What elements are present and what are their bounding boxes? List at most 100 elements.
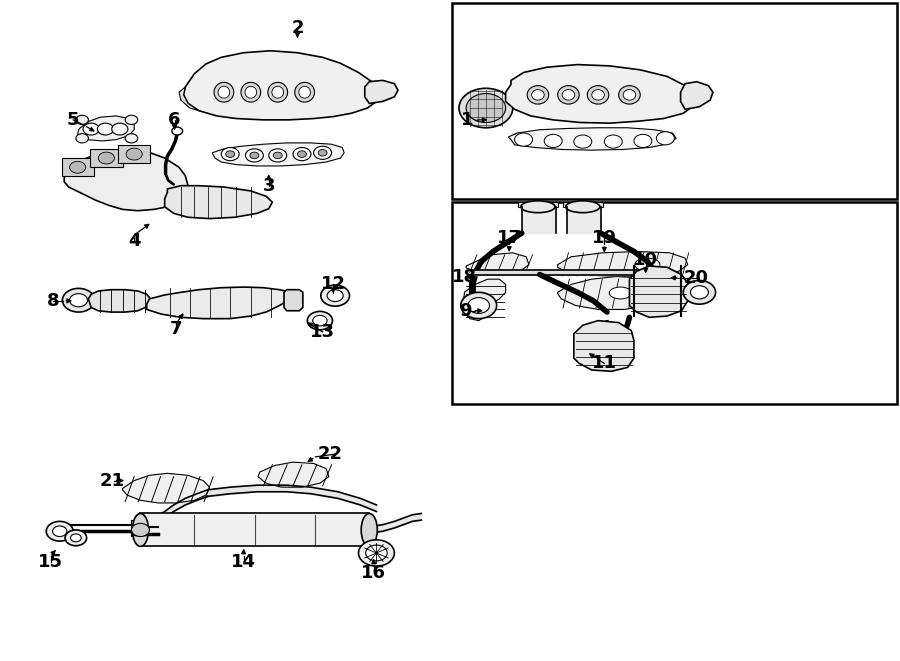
Circle shape <box>97 123 113 135</box>
Circle shape <box>125 134 138 143</box>
Polygon shape <box>61 158 94 176</box>
Polygon shape <box>364 81 398 103</box>
Text: 7: 7 <box>170 320 183 338</box>
Ellipse shape <box>592 90 604 100</box>
Ellipse shape <box>241 83 261 102</box>
Circle shape <box>70 534 81 542</box>
Polygon shape <box>284 290 303 311</box>
Circle shape <box>320 285 349 306</box>
Text: 8: 8 <box>47 292 59 310</box>
Polygon shape <box>506 65 694 123</box>
Circle shape <box>131 524 149 537</box>
Circle shape <box>274 152 283 159</box>
Polygon shape <box>258 462 328 487</box>
Ellipse shape <box>521 201 555 213</box>
Polygon shape <box>558 276 667 309</box>
Circle shape <box>298 151 306 157</box>
Circle shape <box>46 522 73 541</box>
Ellipse shape <box>558 86 580 104</box>
Ellipse shape <box>132 514 148 547</box>
Ellipse shape <box>268 83 288 102</box>
Circle shape <box>62 288 94 312</box>
Circle shape <box>221 147 239 161</box>
Circle shape <box>269 149 287 162</box>
Ellipse shape <box>623 90 635 100</box>
Ellipse shape <box>562 90 575 100</box>
Text: 1: 1 <box>461 111 473 129</box>
Text: 6: 6 <box>168 111 181 129</box>
Circle shape <box>172 127 183 135</box>
Circle shape <box>544 134 562 147</box>
Ellipse shape <box>295 83 314 102</box>
Text: 21: 21 <box>100 471 125 490</box>
Circle shape <box>126 148 142 160</box>
Circle shape <box>318 149 327 156</box>
Circle shape <box>468 297 490 313</box>
Circle shape <box>313 146 331 159</box>
Circle shape <box>574 135 592 148</box>
Circle shape <box>312 315 327 326</box>
Bar <box>140 514 369 547</box>
Circle shape <box>656 132 674 145</box>
Polygon shape <box>88 290 152 312</box>
Circle shape <box>604 135 622 148</box>
Circle shape <box>293 147 310 161</box>
Text: 4: 4 <box>128 232 140 250</box>
Text: 11: 11 <box>592 354 617 372</box>
Polygon shape <box>90 149 122 167</box>
Text: 15: 15 <box>38 553 63 571</box>
Text: 14: 14 <box>231 553 256 571</box>
Circle shape <box>461 292 497 319</box>
Ellipse shape <box>527 86 549 104</box>
Circle shape <box>69 161 86 173</box>
Bar <box>452 3 896 199</box>
Polygon shape <box>463 279 506 321</box>
Polygon shape <box>212 143 344 166</box>
Polygon shape <box>629 266 688 317</box>
Ellipse shape <box>214 83 234 102</box>
Circle shape <box>515 133 533 146</box>
Circle shape <box>52 526 67 537</box>
Polygon shape <box>165 186 273 219</box>
Circle shape <box>65 530 86 546</box>
Circle shape <box>112 123 128 135</box>
Circle shape <box>250 152 259 159</box>
Ellipse shape <box>532 90 544 100</box>
Circle shape <box>459 89 513 128</box>
Polygon shape <box>563 202 602 207</box>
Polygon shape <box>131 520 143 536</box>
Polygon shape <box>122 473 210 503</box>
Circle shape <box>76 115 88 124</box>
Polygon shape <box>64 149 188 211</box>
Circle shape <box>690 286 708 299</box>
Polygon shape <box>179 87 199 110</box>
Polygon shape <box>466 253 529 274</box>
Text: 5: 5 <box>67 111 79 129</box>
Ellipse shape <box>245 87 256 98</box>
Text: 16: 16 <box>361 564 386 582</box>
Ellipse shape <box>361 514 377 547</box>
Ellipse shape <box>299 87 310 98</box>
Circle shape <box>69 293 87 307</box>
Circle shape <box>634 134 652 147</box>
Circle shape <box>83 123 99 135</box>
Ellipse shape <box>588 86 608 104</box>
Polygon shape <box>147 287 291 319</box>
Circle shape <box>246 149 264 162</box>
Ellipse shape <box>272 87 284 98</box>
Polygon shape <box>508 128 676 150</box>
Ellipse shape <box>218 87 230 98</box>
Circle shape <box>226 151 235 157</box>
Ellipse shape <box>634 258 660 271</box>
Text: 10: 10 <box>633 251 658 269</box>
Text: 9: 9 <box>459 302 472 320</box>
Circle shape <box>365 545 387 561</box>
Ellipse shape <box>609 287 632 299</box>
Circle shape <box>327 290 343 301</box>
Polygon shape <box>558 252 688 276</box>
Text: 18: 18 <box>452 268 477 286</box>
Text: 20: 20 <box>683 269 708 287</box>
Circle shape <box>76 134 88 143</box>
Circle shape <box>466 94 506 122</box>
Text: 12: 12 <box>321 276 346 293</box>
